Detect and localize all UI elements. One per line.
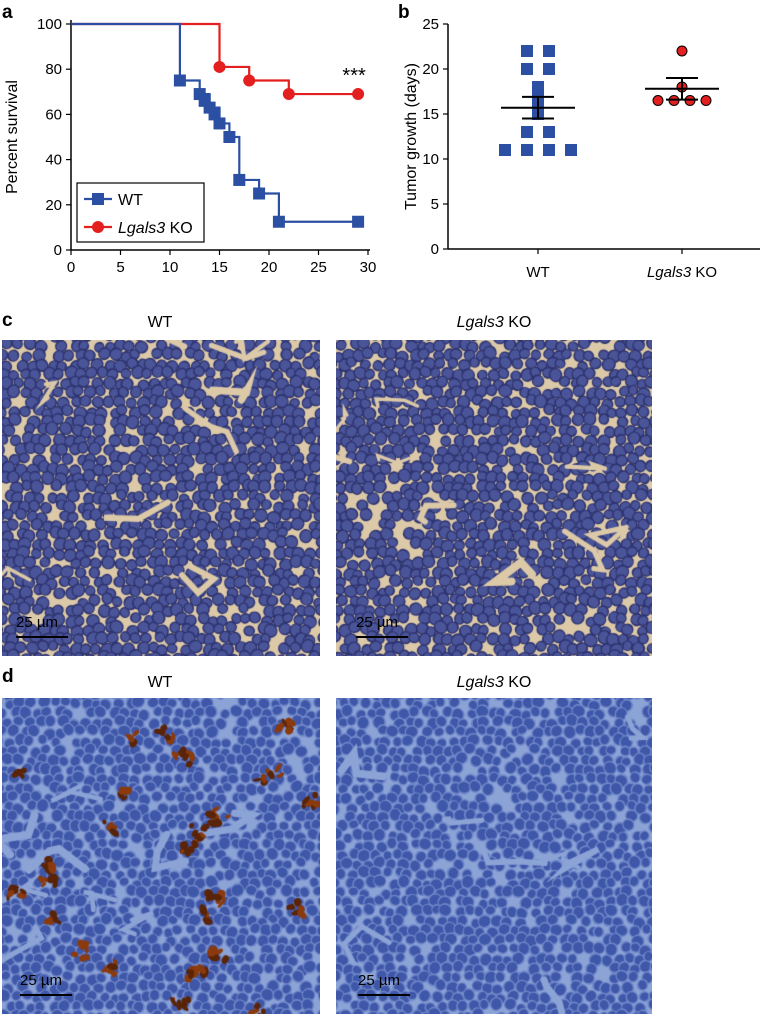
c-right-title: Lgals3 KO	[456, 314, 532, 331]
c-right-scale-line	[356, 636, 408, 638]
panel-a-label: a	[2, 2, 13, 23]
data-point-ko	[282, 88, 295, 101]
c-wt-image	[2, 340, 320, 656]
data-point-wt	[499, 144, 511, 156]
c-left-scale-line	[16, 636, 68, 638]
legend-label-wt: WT	[118, 192, 143, 209]
legend-marker-wt	[92, 193, 104, 205]
data-point-ko	[676, 45, 688, 57]
y-tick-label: 0	[54, 242, 62, 259]
data-point-wt	[208, 108, 221, 121]
y-tick-label: 10	[422, 151, 439, 168]
d-left-scale-line	[20, 994, 72, 996]
data-point-wt	[543, 63, 555, 75]
d-ko-image	[336, 698, 652, 1014]
x-tick-label: 20	[261, 259, 278, 276]
y-tick-label: 25	[422, 16, 439, 33]
data-point-wt	[543, 45, 555, 57]
c-wt-micrograph	[2, 340, 320, 656]
data-point-wt	[173, 74, 186, 87]
data-point-wt	[253, 187, 266, 200]
x-tick-label: 0	[67, 259, 75, 276]
y-tick-label: 15	[422, 106, 439, 123]
tumor-growth-chart: 0 5 10 15 20 25 WT Lgals3 KO Tumor growth (days)	[403, 16, 760, 281]
data-point-wt	[233, 173, 246, 186]
x-tick-label: 5	[116, 259, 124, 276]
d-left-title: WT	[147, 674, 173, 691]
data-point-ko	[243, 74, 256, 87]
y-tick-label: 5	[431, 196, 439, 213]
legend-marker-ko	[92, 221, 104, 233]
y-tick-label: 80	[45, 61, 62, 78]
data-point-wt	[521, 63, 533, 75]
c-ko-micrograph	[336, 340, 652, 656]
c-right-scalebar: 25 µm	[356, 614, 412, 638]
data-point-wt	[565, 144, 577, 156]
c-left-scale-text: 25 µm	[16, 614, 58, 631]
panel-c-label: c	[2, 310, 13, 331]
d-right-scale-text: 25 µm	[358, 972, 400, 989]
y-tick-label: 40	[45, 152, 62, 169]
data-point-wt	[543, 126, 555, 138]
panel-d-label: d	[2, 666, 14, 687]
d-wt-image	[2, 698, 320, 1014]
y-tick-label: 60	[45, 106, 62, 123]
data-point-wt	[521, 144, 533, 156]
d-right-title: Lgals3 KO	[456, 674, 532, 691]
data-point-wt	[223, 131, 236, 143]
data-point-ko	[213, 60, 226, 73]
data-point-wt	[543, 144, 555, 156]
c-left-title: WT	[147, 314, 173, 331]
data-point-ko	[652, 95, 664, 106]
d-wt-micrograph	[2, 698, 320, 1014]
y-axis-label: Percent survival	[4, 80, 21, 194]
data-point-ko	[700, 95, 712, 106]
panel-b-label: b	[398, 2, 410, 23]
c-ko-image	[336, 340, 652, 656]
d-right-scalebar: 25 µm	[358, 972, 414, 996]
x-tick-label: 15	[211, 259, 228, 276]
significance-annotation: ***	[342, 65, 366, 87]
x-tick-label: 25	[310, 259, 327, 276]
x-tick-label: Lgals3 KO	[647, 264, 717, 281]
y-tick-label: 20	[422, 61, 439, 78]
d-left-scalebar: 25 µm	[20, 972, 76, 996]
data-point-ko	[352, 88, 365, 101]
y-axis-label: Tumor growth (days)	[403, 63, 420, 210]
survival-line-ko	[71, 22, 359, 96]
d-left-scale-text: 25 µm	[20, 972, 62, 989]
y-tick-label: 20	[45, 197, 62, 214]
x-tick-label: 10	[162, 259, 179, 276]
data-point-wt	[352, 215, 365, 228]
x-tick-label: WT	[526, 264, 549, 281]
d-ko-micrograph	[336, 698, 652, 1014]
y-tick-label: 0	[431, 241, 439, 258]
x-tick-label: 30	[360, 259, 377, 276]
data-point-wt	[272, 215, 285, 228]
legend: WT Lgals3 KO	[76, 182, 205, 243]
data-point-wt	[521, 126, 533, 138]
legend-label-ko: Lgals3 KO	[118, 220, 193, 237]
data-point-wt	[213, 117, 226, 130]
survival-chart: 0 20 40 60 80 100 0 5 10 15 20 25 30 Percent survival…	[4, 16, 377, 276]
c-left-scalebar: 25 µm	[16, 614, 72, 638]
data-point-wt	[521, 45, 533, 57]
y-tick-label: 100	[37, 16, 62, 33]
c-right-scale-text: 25 µm	[356, 614, 398, 631]
d-right-scale-line	[358, 994, 410, 996]
